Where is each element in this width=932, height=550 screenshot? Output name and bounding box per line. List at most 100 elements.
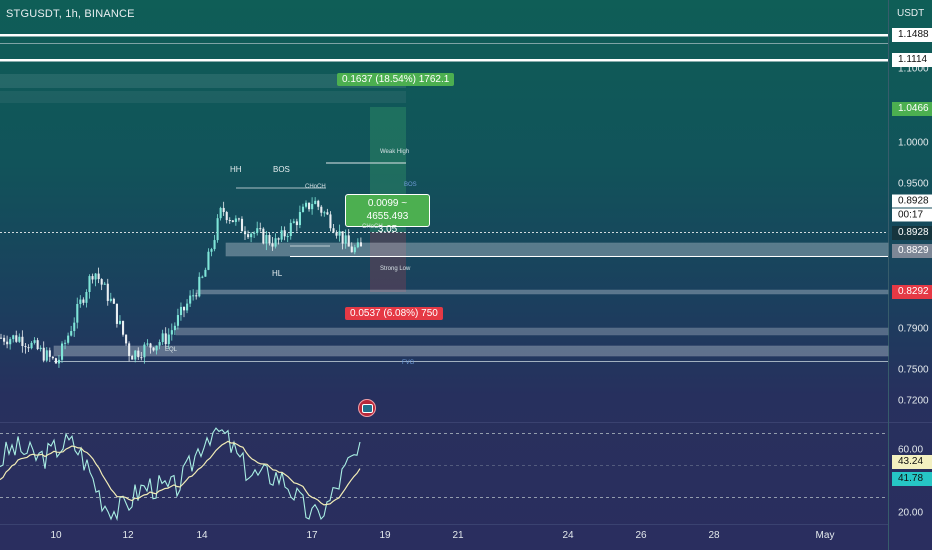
candle-body xyxy=(225,212,228,221)
supply-zone-band xyxy=(0,74,406,88)
candle-body xyxy=(152,347,155,351)
time-tick: 19 xyxy=(379,530,391,541)
candle-body xyxy=(274,238,277,247)
position-info-box[interactable]: 0.0099 ~ 4655.493 3.05 xyxy=(345,194,430,235)
candle-body xyxy=(356,242,359,248)
price-tag-second: 1.1114 xyxy=(892,53,932,67)
candle-body xyxy=(64,342,67,344)
price-tag-current-line: 0.8928 xyxy=(892,226,932,240)
candle-body xyxy=(183,306,186,311)
profit-label[interactable]: 0.1637 (18.54%) 1762.1 xyxy=(337,73,455,86)
candle-body xyxy=(164,333,167,345)
candle-body xyxy=(134,350,137,360)
price-tag-zone: 0.8829 xyxy=(892,244,932,258)
time-tick: 28 xyxy=(708,530,720,541)
time-tick: 10 xyxy=(50,530,62,541)
candle-body xyxy=(222,207,225,213)
candle-body xyxy=(106,283,109,301)
price-tick: 1.1000 xyxy=(898,63,929,75)
candle-body xyxy=(286,236,289,238)
candle-body xyxy=(295,221,298,226)
bos-label: BOS xyxy=(273,165,290,174)
candle-body xyxy=(265,234,268,244)
panel-separator xyxy=(0,422,932,423)
candles-layer xyxy=(0,197,362,368)
candle-body xyxy=(213,240,216,250)
level-band-line xyxy=(0,43,888,44)
price-tick: 0.7900 xyxy=(898,323,929,335)
supply-zone-band-2 xyxy=(0,91,406,103)
candle-body xyxy=(250,233,253,238)
candle-body xyxy=(140,357,143,359)
candle-body xyxy=(161,333,164,343)
candle-body xyxy=(204,269,207,277)
demand-zone-1 xyxy=(175,327,889,336)
candle-body xyxy=(70,331,73,336)
candle-body xyxy=(131,355,134,360)
candle-body xyxy=(195,295,198,297)
candle-body xyxy=(350,246,353,253)
candle-body xyxy=(277,238,280,240)
position-info-line2: 3.05 xyxy=(377,224,398,235)
rsi-ma-value-tag: 43.24 xyxy=(892,455,932,469)
time-tick: 24 xyxy=(562,530,574,541)
candle-body xyxy=(109,298,112,301)
candle-body xyxy=(326,212,329,215)
eql-label: EQL xyxy=(165,347,178,353)
candle-body xyxy=(283,230,286,237)
rsi-value-tag: 41.78 xyxy=(892,472,932,486)
candle-body xyxy=(228,220,231,222)
candle-body xyxy=(27,347,30,349)
rsi-tick: 60.00 xyxy=(898,444,924,456)
candle-body xyxy=(280,230,283,240)
order-block-zone xyxy=(225,242,889,257)
candle-body xyxy=(332,228,335,233)
candle-body xyxy=(88,276,91,293)
candle-body xyxy=(112,298,115,304)
candle-body xyxy=(15,335,18,342)
candle-body xyxy=(76,303,79,323)
stop-zone xyxy=(195,289,889,295)
position-loss-zone xyxy=(370,232,406,292)
candle-body xyxy=(237,218,240,220)
risk-label[interactable]: 0.0537 (6.08%) 750 xyxy=(345,307,443,320)
candle-body xyxy=(259,228,262,230)
demand-zone-2 xyxy=(53,345,889,357)
candle-body xyxy=(85,292,88,303)
candle-body xyxy=(79,299,82,304)
candle-body xyxy=(33,340,36,343)
candle-body xyxy=(347,235,350,247)
time-tick: 12 xyxy=(122,530,134,541)
price-tick: 0.7200 xyxy=(898,395,929,407)
candle-body xyxy=(234,218,237,222)
candle-body xyxy=(271,243,274,247)
candle-body xyxy=(298,212,301,226)
candle-body xyxy=(292,221,295,223)
candle-body xyxy=(6,341,9,345)
choch-label-1: CHoCH xyxy=(305,184,326,190)
candle-body xyxy=(125,334,128,344)
time-tick: 17 xyxy=(306,530,318,541)
bos-small-label: BOS xyxy=(404,182,417,188)
candle-body xyxy=(24,346,27,348)
candle-body xyxy=(341,231,344,244)
candle-body xyxy=(189,295,192,304)
position-info-line1: 0.0099 ~ 4655.493 xyxy=(366,198,409,222)
price-axis-border xyxy=(888,0,889,550)
candle-body xyxy=(231,220,234,222)
candle-body xyxy=(207,251,210,270)
candle-body xyxy=(128,343,131,356)
candle-body xyxy=(353,247,356,253)
rsi-ma-line xyxy=(0,440,361,506)
alert-flag-icon[interactable] xyxy=(358,399,376,417)
candle-body xyxy=(256,228,259,233)
candle-body xyxy=(146,343,149,345)
price-tag-current: 0.8928 xyxy=(892,194,932,208)
candle-body xyxy=(320,206,323,213)
candle-body xyxy=(240,218,244,232)
candle-body xyxy=(48,350,51,357)
candle-body xyxy=(311,203,314,210)
axis-unit-label: USDT xyxy=(897,8,925,19)
candle-body xyxy=(323,212,326,214)
